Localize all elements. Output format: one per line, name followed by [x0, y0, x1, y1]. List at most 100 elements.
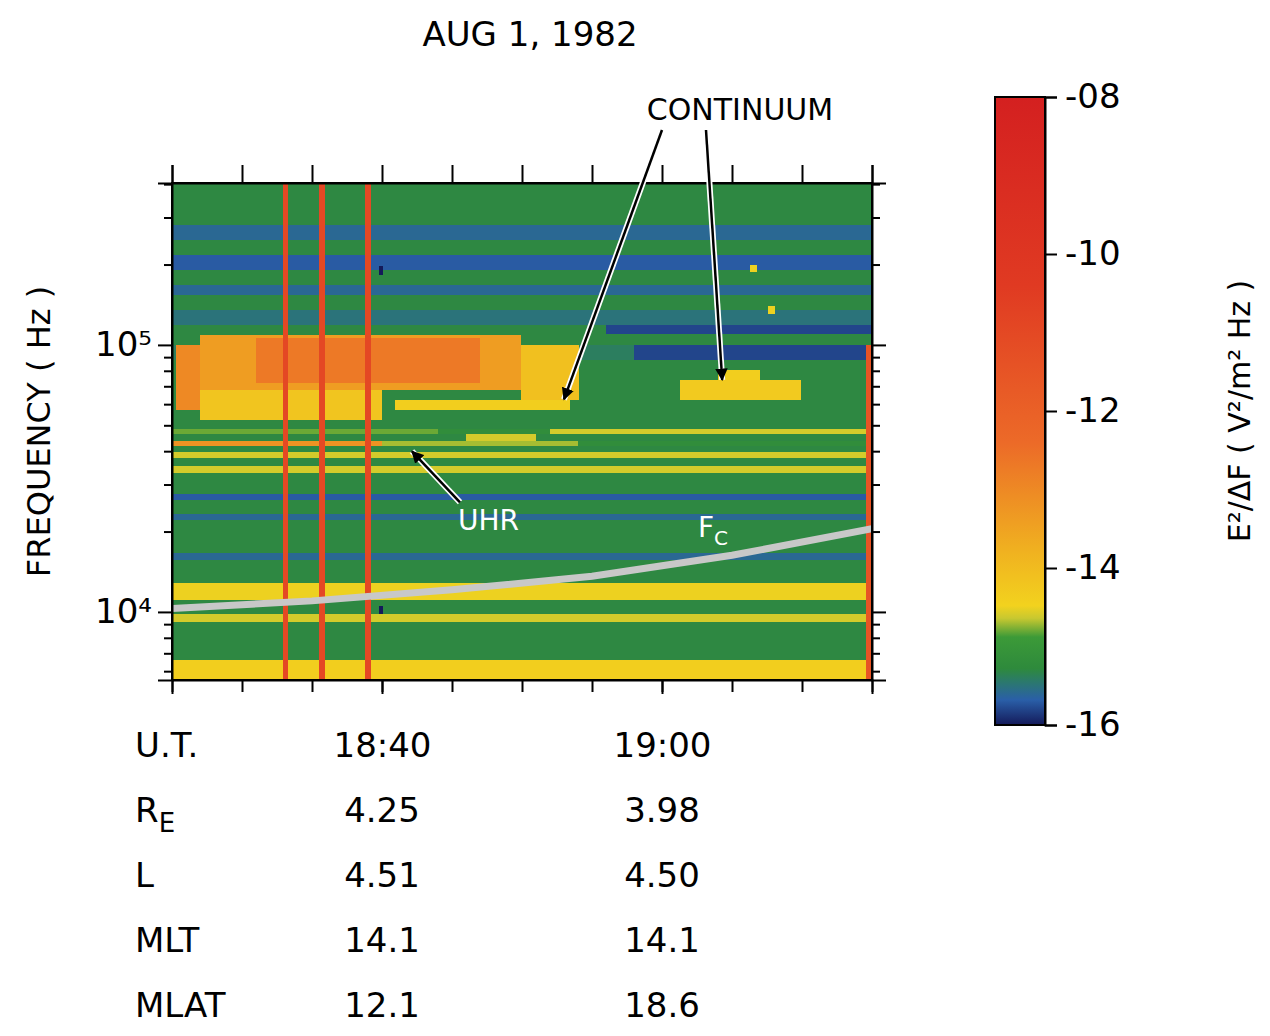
y-minor-tick-mark — [164, 357, 172, 359]
spectrum-cell — [319, 183, 325, 680]
x-top-tick-mark — [172, 165, 174, 183]
colorbar-tick-mark — [1045, 411, 1057, 413]
colorbar-title: E²/ΔF ( V²/m² Hz ) — [1222, 280, 1257, 543]
spectrum-cell — [172, 614, 872, 622]
annotation: CONTINUUM — [647, 92, 833, 127]
y-minor-tick-mark — [164, 671, 172, 673]
arrow-outline — [412, 451, 460, 502]
spectrum-cell — [172, 494, 872, 500]
x-top-tick-mark — [802, 165, 804, 183]
x-top-tick-mark — [382, 165, 384, 183]
y-axis: 10⁴ 10⁵ — [95, 184, 172, 681]
spectrum-cell — [172, 295, 872, 310]
spectrum-cell — [200, 335, 521, 390]
spectrum-cell — [550, 429, 872, 434]
y-minor-tick — [164, 653, 172, 654]
spectrum-cell — [768, 306, 775, 315]
spectrum-cell — [172, 310, 872, 325]
x-axis: 18:40 19:00 — [173, 680, 873, 765]
table-row-label-main: L — [135, 855, 154, 895]
colorbar-tick-mark — [1045, 725, 1057, 727]
x-top-tick — [172, 165, 173, 183]
spectrum-cell — [606, 325, 872, 334]
y-minor-tick — [164, 218, 172, 219]
colorbar-tick-mark — [1045, 254, 1057, 256]
x-minor-tick — [242, 680, 243, 692]
x-minor-tick — [312, 680, 313, 692]
spectrum-cell — [172, 441, 872, 446]
spectrum-cell — [634, 345, 872, 360]
x-tick-mark — [662, 680, 664, 694]
colorbar-tick: -08 — [1045, 76, 1121, 116]
table-row-label: MLT — [135, 920, 200, 960]
y-minor-tick — [164, 371, 172, 372]
spectrum-cell — [382, 441, 578, 446]
spectrum-cell — [172, 458, 872, 466]
y-minor-tick — [164, 485, 172, 486]
colorbar-tick-label: -16 — [1065, 704, 1121, 744]
x-top-tick — [312, 165, 313, 183]
spectrum-cell — [172, 429, 872, 434]
fc-line — [172, 529, 872, 609]
chart: 18:4019:0010⁴10⁵AUG 1, 1982FREQUENCY ( H… — [0, 0, 1270, 1036]
arrow-outline — [706, 130, 722, 380]
y-minor-tick-mark — [164, 217, 172, 219]
y-tick-label: 10⁴ — [95, 591, 152, 631]
y-minor-tick-mark — [164, 531, 172, 533]
y-minor-tick-mark — [164, 404, 172, 406]
y-right-axis — [872, 184, 886, 681]
spectrum-cell — [172, 183, 872, 225]
y-minor-tick — [164, 638, 172, 639]
table-cell: 14.1 — [624, 920, 700, 960]
table-cell: 12.1 — [344, 985, 420, 1025]
x-minor-tick-mark — [312, 680, 314, 692]
y-right-tick-mark — [872, 611, 886, 613]
x-top-tick-mark — [662, 165, 664, 183]
x-tick: 18:40 — [334, 680, 432, 765]
x-top-tick-mark — [522, 165, 524, 183]
x-top-tick-mark — [452, 165, 454, 183]
arrow — [564, 130, 662, 399]
spectrum-cell — [172, 240, 872, 255]
colorbar-tick-label: -08 — [1065, 76, 1121, 116]
x-minor-tick-mark — [592, 680, 594, 692]
colorbar — [995, 97, 1045, 725]
spectrum-cell — [172, 622, 872, 660]
y-minor-tick — [164, 386, 172, 387]
x-top-tick-mark — [312, 165, 314, 183]
y-tick-mark — [158, 611, 172, 613]
spectrum-cell — [680, 380, 800, 400]
colorbar-axis-line — [1046, 98, 1058, 726]
y-minor-tick — [164, 425, 172, 426]
table-cell: 4.50 — [624, 855, 700, 895]
spectrum-cell — [172, 441, 382, 446]
x-tick-label: 19:00 — [614, 725, 712, 765]
y-minor-tick-mark — [164, 425, 172, 427]
y-tick: 10⁴ — [95, 591, 172, 631]
x-top-tick — [522, 165, 523, 183]
table-row-label: L — [135, 855, 154, 895]
colorbar-tick-mark — [1045, 97, 1057, 99]
x-top-axis — [173, 165, 873, 184]
y-minor-tick-mark — [164, 370, 172, 372]
y-right-tick — [872, 612, 886, 613]
y-minor-tick-mark — [164, 386, 172, 388]
x-minor-tick — [732, 680, 733, 692]
y-tick: 10⁵ — [95, 324, 172, 364]
colorbar-tick: -14 — [1045, 547, 1121, 587]
spectrum-cell — [172, 446, 872, 452]
spectrum-cell — [365, 183, 371, 680]
x-minor-axis — [173, 680, 873, 692]
colorbar-tick-label: -12 — [1065, 390, 1121, 430]
spectrum-cell — [172, 660, 872, 680]
y-axis-title: FREQUENCY ( Hz ) — [20, 286, 58, 577]
table-row-label-main: R — [135, 790, 159, 830]
y-minor-tick — [164, 532, 172, 533]
y-minor-tick — [164, 265, 172, 266]
y-right-axis-line — [873, 184, 887, 681]
table-cell: 14.1 — [344, 920, 420, 960]
spectrum-cell — [172, 514, 872, 520]
x-minor-tick — [802, 680, 803, 692]
fc-label: FC — [698, 511, 728, 550]
x-minor-tick — [592, 680, 593, 692]
